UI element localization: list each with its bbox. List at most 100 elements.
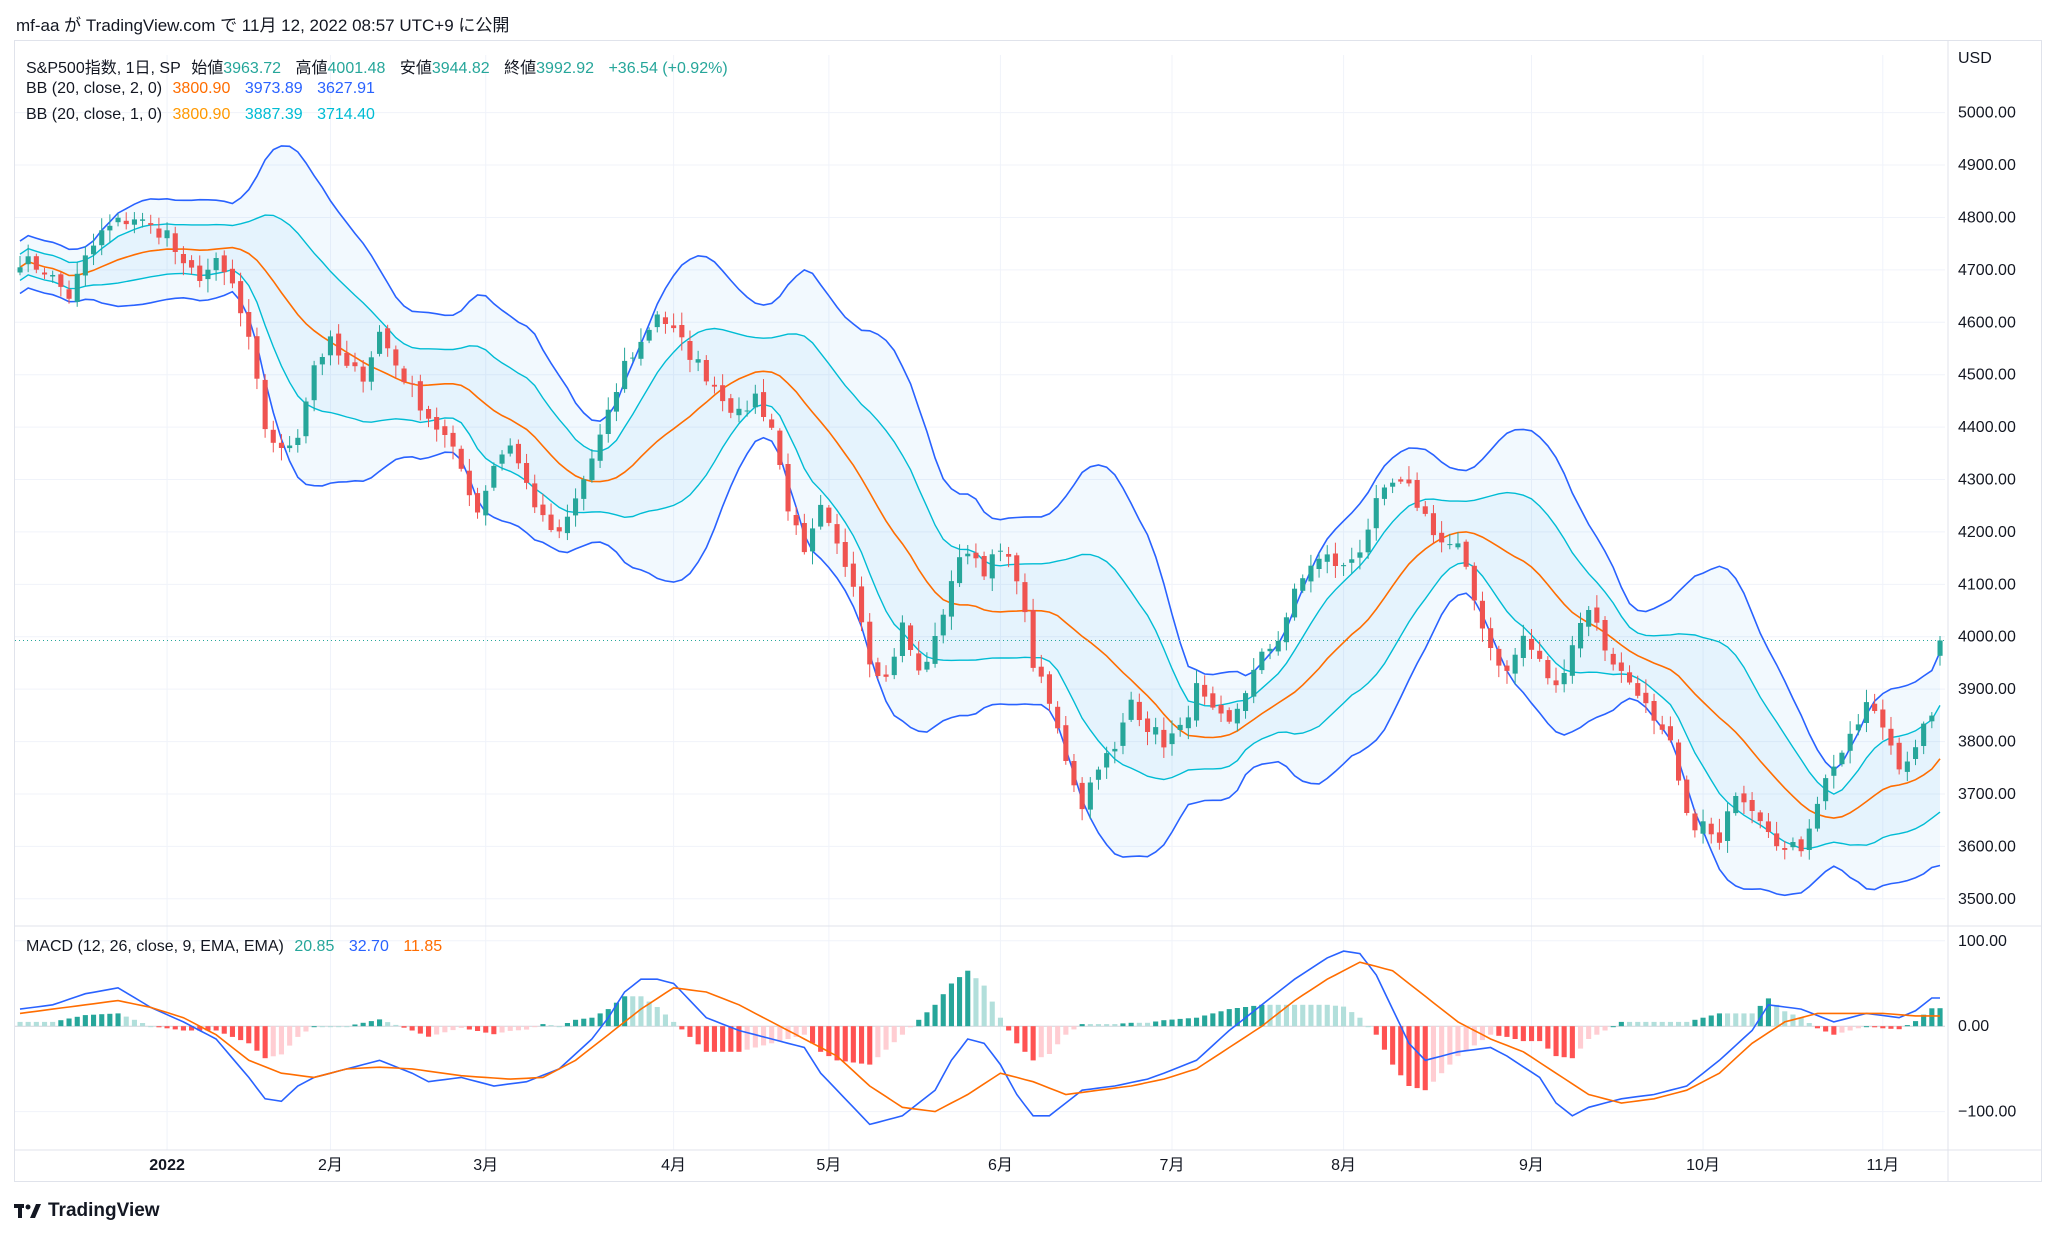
candle-body	[254, 336, 260, 379]
publisher-line: mf-aa が TradingView.com で 11月 12, 2022 0…	[16, 16, 510, 35]
macd-histogram-bar	[564, 1023, 570, 1027]
macd-histogram-bar	[687, 1026, 693, 1037]
candle-body	[989, 554, 995, 579]
candle-body	[1447, 544, 1453, 546]
macd-histogram-bar	[1455, 1026, 1461, 1057]
candle-body	[1267, 648, 1273, 652]
macd-histogram-bar	[270, 1026, 276, 1057]
macd-histogram-bar	[458, 1026, 464, 1028]
chart-frame[interactable]	[14, 40, 2042, 1182]
symbol-label[interactable]: S&P500指数, 1日, SP	[26, 60, 181, 77]
candle-body	[409, 383, 415, 385]
candle-body	[213, 258, 219, 271]
macd-histogram-bar	[1414, 1026, 1420, 1089]
macd-histogram-bar	[1120, 1023, 1126, 1027]
macd-histogram-bar	[842, 1026, 848, 1062]
bb1-legend[interactable]: BB (20, close, 1, 0) 3800.90 3887.39 371…	[26, 106, 385, 124]
candle-body	[1716, 832, 1722, 843]
close-label: 終値	[504, 60, 537, 77]
macd-histogram-bar	[1806, 1023, 1812, 1027]
candle-body	[180, 254, 186, 264]
candles[interactable]	[17, 212, 1943, 860]
candle-body	[499, 454, 505, 464]
candle-body	[426, 409, 432, 419]
macd-histogram-bar	[1831, 1026, 1837, 1035]
macd-histogram-bar	[720, 1026, 726, 1052]
candle-body	[229, 268, 235, 284]
candle-body	[867, 621, 873, 665]
candle-body	[1422, 506, 1428, 514]
candle-body	[1937, 640, 1943, 656]
macd-histogram-bar	[1561, 1026, 1567, 1058]
macd-histogram-bar	[1316, 1004, 1322, 1027]
candle-body	[1831, 766, 1837, 776]
candle-body	[1872, 703, 1878, 711]
candle-body	[1479, 600, 1485, 629]
macd-histogram-bar	[475, 1026, 481, 1031]
candle-body	[679, 325, 685, 338]
candle-body	[638, 341, 644, 359]
macd-histogram-bar	[1692, 1019, 1698, 1027]
candle-body	[1814, 803, 1820, 829]
macd-histogram-bar	[1406, 1026, 1412, 1086]
candle-body	[107, 225, 113, 231]
candle-body	[1921, 723, 1927, 746]
candle-body	[1390, 482, 1396, 487]
candle-body	[123, 220, 129, 225]
macd-histogram-bar	[736, 1026, 742, 1052]
macd-histogram-bar	[1929, 1008, 1935, 1027]
macd-histogram-bar	[540, 1024, 546, 1027]
candle-body	[327, 336, 333, 356]
candle-body	[1128, 699, 1134, 720]
macd-histogram-bar	[679, 1026, 685, 1030]
macd-histogram-bar	[1202, 1015, 1208, 1027]
candle-body	[1430, 513, 1436, 536]
candle-body	[540, 504, 546, 516]
candle-body	[1765, 821, 1771, 832]
candle-body	[156, 228, 162, 238]
candle-body	[605, 409, 611, 434]
candle-body	[965, 553, 971, 557]
candle-body	[1112, 748, 1118, 752]
candle-body	[270, 429, 276, 443]
macd-histogram-bar	[908, 1026, 914, 1028]
candle-body	[589, 458, 595, 481]
macd-histogram-bar	[368, 1021, 374, 1027]
candle-body	[66, 289, 72, 299]
macd-histogram-bar	[91, 1014, 97, 1027]
macd-histogram-bar	[1578, 1026, 1584, 1049]
macd-histogram-bar	[319, 1026, 325, 1028]
time-tick-label: 10月	[1686, 1157, 1720, 1174]
candle-body	[1145, 718, 1151, 732]
macd-histogram-bar	[810, 1026, 816, 1044]
low-value: 3944.82	[431, 60, 490, 77]
macd-histogram-bar	[850, 1026, 856, 1063]
macd-histogram-bar	[752, 1026, 758, 1048]
candle-body	[42, 272, 48, 275]
macd-histogram-bar	[1226, 1009, 1232, 1027]
footer-brand[interactable]: TradingView	[14, 1196, 160, 1226]
macd-histogram-bar	[1283, 1004, 1289, 1027]
candle-body	[1251, 669, 1257, 697]
candle-body	[17, 267, 23, 273]
bb2-legend[interactable]: BB (20, close, 2, 0) 3800.90 3973.89 362…	[26, 80, 385, 98]
macd-histogram-bar	[1921, 1014, 1927, 1027]
macd-legend[interactable]: MACD (12, 26, close, 9, EMA, EMA) 20.85 …	[26, 938, 452, 956]
candle-body	[1030, 610, 1036, 668]
macd-histogram-bar	[589, 1017, 595, 1027]
candle-body	[1790, 842, 1796, 848]
macd-pane[interactable]	[15, 940, 1945, 1126]
macd-histogram-bar	[1627, 1021, 1633, 1027]
macd-histogram-bar	[1667, 1021, 1673, 1027]
macd-histogram-bar	[1071, 1026, 1077, 1030]
macd-histogram-bar	[172, 1026, 178, 1030]
bb1-upper: 3887.39	[244, 106, 303, 123]
macd-histogram-bar	[123, 1016, 129, 1027]
candle-body	[466, 470, 472, 496]
candle-body	[515, 443, 521, 464]
macd-histogram-bar	[1373, 1026, 1379, 1035]
candle-body	[1169, 733, 1175, 745]
macd-histogram-bar	[1733, 1013, 1739, 1027]
candle-body	[1659, 724, 1665, 730]
